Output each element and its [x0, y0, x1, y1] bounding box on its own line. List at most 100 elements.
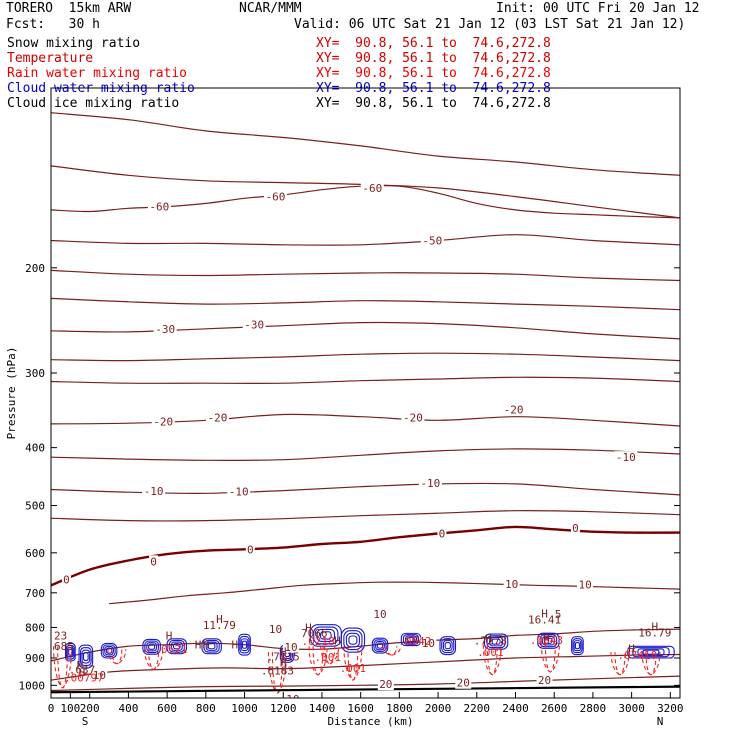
extremum-label: H	[166, 629, 173, 642]
contour-label: -60	[266, 191, 286, 204]
extremum-label: 23	[54, 629, 67, 642]
rain-contour	[320, 646, 340, 665]
extremum-label: H	[232, 639, 239, 652]
y-tick-label: 500	[25, 500, 45, 513]
isotherm-line	[51, 448, 680, 461]
legend-rain-name: Rain water mixing ratio	[7, 66, 188, 81]
extremum-label: 7066	[301, 627, 328, 640]
cloud-water-contour	[491, 638, 501, 645]
extremum-label: 11.79	[203, 619, 236, 632]
x-tick-label: 2400	[502, 702, 529, 715]
cloud-water-contour	[320, 631, 332, 640]
header-center: NCAR/MMM	[239, 1, 302, 16]
cloud-water-contour	[375, 640, 385, 651]
cloud-water-contour	[544, 637, 553, 644]
cloud-water-contour	[637, 648, 665, 656]
contour-label-bg	[437, 527, 447, 540]
isotherm-line	[109, 581, 680, 605]
legend-snow-xy: XY= 90.8, 56.1 to 74.6,272.8	[316, 36, 551, 51]
extremum-label: H	[485, 633, 492, 646]
contour-label: -60	[362, 182, 382, 195]
rain-contour	[312, 646, 324, 676]
isotherm-line	[51, 269, 680, 282]
cloud-water-contour	[240, 638, 249, 652]
cloud-water-contour	[66, 644, 75, 660]
cloud-water-contour	[402, 634, 420, 645]
y-tick-label: 1000	[19, 679, 46, 692]
header-init: Init: 00 UTC Fri 20 Jan 12	[496, 1, 700, 16]
rain-contour	[386, 646, 398, 656]
rain-contour	[111, 649, 123, 665]
cloud-water-contour	[345, 632, 360, 648]
ground-line	[51, 685, 680, 694]
extremum-label: H	[195, 639, 202, 652]
extremum-label: 5	[555, 608, 562, 621]
extremum-label: 16.41	[528, 614, 561, 627]
legend-cloudice-xy: XY= 90.8, 56.1 to 74.6,272.8	[316, 96, 551, 111]
cloud-water-contour	[104, 646, 114, 656]
cloud-water-contour	[205, 641, 218, 651]
extremum-label: .685	[47, 640, 74, 653]
rain-contour	[148, 649, 160, 670]
cloud-water-contour	[373, 639, 387, 652]
contour-label-bg	[503, 577, 520, 590]
cloud-water-contour	[371, 637, 389, 654]
cloud-water-contour	[168, 639, 185, 653]
cloud-water-contour	[642, 649, 660, 655]
cloud-water-contour	[541, 635, 555, 646]
contour-label-bg	[418, 476, 442, 489]
contour-label-bg	[577, 578, 594, 591]
cloud-water-contour	[444, 642, 451, 650]
contour-label-bg	[242, 318, 266, 331]
contour-label-bg	[245, 543, 255, 556]
extremum-label: .001	[477, 646, 504, 659]
contour-label-bg	[282, 640, 299, 653]
rain-contour	[614, 652, 626, 676]
contour-label: -20	[403, 411, 423, 424]
cloud-water-contour	[203, 639, 220, 653]
legend-temperature-name: Temperature	[7, 51, 94, 66]
extremum-label: H	[412, 634, 419, 647]
isotherm-line	[51, 413, 680, 427]
contour-label: 10	[422, 637, 435, 650]
contour-label: 20	[538, 674, 551, 687]
extremum-label: H	[541, 607, 548, 620]
extremum-label: H	[628, 643, 635, 656]
contour-label: 20	[457, 677, 470, 690]
rain-contour	[486, 644, 498, 676]
x-tick-label: 100	[60, 702, 80, 715]
x-tick-label: 200	[80, 702, 100, 715]
y-tick-label: 600	[25, 547, 45, 560]
legend-rain-xy: XY= 90.8, 56.1 to 74.6,272.8	[316, 66, 551, 81]
contour-label-bg	[149, 555, 159, 568]
contour-label: -30	[155, 323, 175, 336]
cloud-water-contour	[407, 636, 415, 643]
extremum-label: .0218	[302, 635, 335, 648]
extremum-label: H	[543, 632, 550, 645]
contour-label-bg	[267, 623, 284, 636]
x-tick-label: 1800	[386, 702, 413, 715]
cloud-water-contour	[573, 640, 582, 652]
cloud-water-contour	[439, 636, 457, 656]
cloud-water-contour	[68, 648, 73, 656]
x-tick-label: 1600	[347, 702, 374, 715]
extremum-label: .7278	[474, 635, 507, 648]
rain-contour	[544, 643, 556, 673]
extremum-label: 10	[286, 693, 299, 706]
contour-label-bg	[91, 668, 108, 681]
contour-label: 10	[373, 608, 386, 621]
cloud-water-contour	[239, 636, 250, 654]
isotherm-line	[51, 376, 680, 384]
contour-label-bg	[264, 190, 288, 203]
contour-label-bg	[536, 674, 553, 687]
contour-label-bg	[61, 573, 71, 586]
legend-snow-name: Snow mixing ratio	[7, 36, 141, 51]
extremum-label: .0521	[154, 643, 187, 656]
x-tick-label: 400	[118, 702, 138, 715]
contour-label-bg	[151, 415, 175, 428]
extremum-label: H	[77, 659, 84, 672]
y-tick-label: 400	[25, 442, 45, 455]
extremum-label: H	[280, 646, 287, 659]
cloud-water-contour	[313, 626, 339, 645]
